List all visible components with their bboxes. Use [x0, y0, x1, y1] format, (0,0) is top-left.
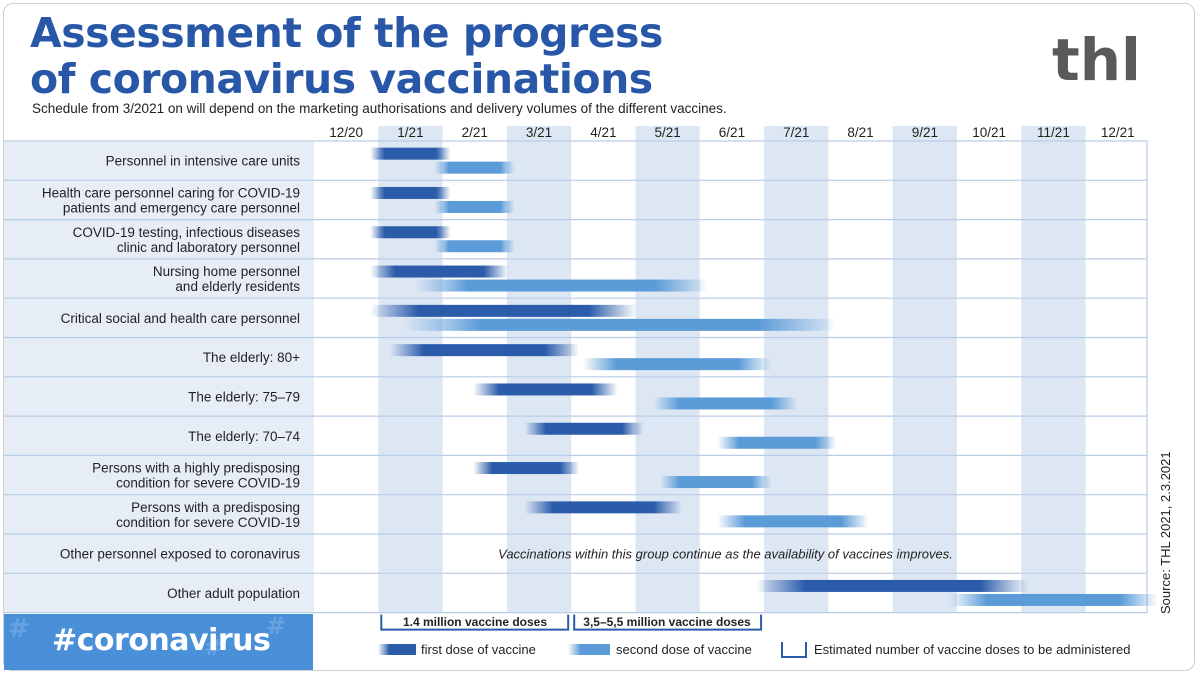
month-band-9-21 [892, 126, 957, 613]
row-label: Nursing home personnel [153, 264, 300, 279]
first-dose-bar [389, 344, 580, 357]
first-dose-bar [370, 304, 638, 317]
thl-logo: thl [1052, 28, 1141, 88]
first-dose-bar [524, 501, 683, 514]
source-note: Source: THL 2021, 2.3.2021 [1158, 451, 1173, 614]
legend-bracket-icon [781, 642, 807, 658]
title-line-1: Assessment of the progress [30, 9, 663, 57]
month-band-3-21 [506, 126, 572, 613]
first-dose-bar [370, 147, 451, 160]
second-dose-bar [582, 358, 773, 371]
page-title: Assessment of the progress of coronaviru… [30, 10, 663, 102]
title-line-2: of coronavirus vaccinations [30, 55, 653, 103]
month-label-12-21: 12/21 [1101, 125, 1135, 140]
legend-second-dose-label: second dose of vaccine [616, 642, 752, 657]
row-label: The elderly: 75–79 [188, 389, 300, 404]
legend-first-dose-swatch [378, 644, 416, 655]
second-dose-bar [717, 515, 869, 528]
legend-second-dose-swatch [568, 644, 610, 655]
decor-hash-icon: # [204, 636, 223, 661]
row-label: condition for severe COVID-19 [116, 515, 300, 530]
row-label: The elderly: 70–74 [188, 429, 300, 444]
month-label-5-21: 5/21 [655, 125, 681, 140]
month-label-11-21: 11/21 [1037, 125, 1070, 140]
row-label: condition for severe COVID-19 [116, 476, 300, 491]
second-dose-bar [717, 436, 837, 449]
month-label-3-21: 3/21 [526, 125, 552, 140]
second-dose-bar [415, 279, 708, 292]
row-label: clinic and laboratory personnel [117, 240, 300, 255]
legend-estimate-label: Estimated number of vaccine doses to be … [814, 642, 1131, 657]
row-note: Vaccinations within this group continue … [498, 547, 953, 562]
decor-hash-icon: # [8, 614, 30, 644]
second-dose-bar [402, 318, 837, 331]
row-label: The elderly: 80+ [203, 350, 300, 365]
month-label-9-21: 9/21 [912, 125, 938, 140]
dose-bracket-2 [573, 614, 763, 631]
month-label-12-20: 12/20 [329, 125, 363, 140]
month-band-7-21 [764, 126, 829, 613]
month-label-8-21: 8/21 [847, 125, 873, 140]
second-dose-bar [659, 476, 773, 489]
month-label-6-21: 6/21 [719, 125, 745, 140]
hashtag-banner: # # # #coronavirus [4, 614, 313, 670]
month-label-10-21: 10/21 [972, 125, 1006, 140]
row-label: Persons with a highly predisposing [92, 461, 300, 476]
row-label: COVID-19 testing, infectious diseases [73, 225, 301, 240]
month-label-4-21: 4/21 [590, 125, 616, 140]
month-label-7-21: 7/21 [783, 125, 809, 140]
thl-logo-text: thl [1052, 28, 1141, 88]
decor-hash-icon: # [266, 614, 287, 640]
hashtag-text: #coronavirus [52, 623, 271, 658]
month-label-2-21: 2/21 [462, 125, 488, 140]
first-dose-bar [524, 422, 644, 435]
first-dose-bar [370, 186, 451, 199]
row-label: Persons with a predisposing [131, 500, 300, 515]
second-dose-bar [434, 161, 515, 174]
second-dose-bar [434, 240, 515, 253]
dose-bracket-1 [380, 614, 570, 631]
first-dose-bar [473, 462, 580, 475]
dose-bracket-label-1: 1.4 million vaccine doses [402, 615, 548, 629]
legend-first-dose-label: first dose of vaccine [421, 642, 536, 657]
dose-bracket-label-2: 3,5–5,5 million vaccine doses [583, 615, 751, 629]
first-dose-bar [370, 265, 509, 278]
subtitle: Schedule from 3/2021 on will depend on t… [32, 101, 727, 116]
row-label: patients and emergency care personnel [63, 200, 300, 215]
row-label: and elderly residents [175, 279, 300, 294]
month-label-1-21: 1/21 [397, 125, 423, 140]
second-dose-bar [434, 200, 515, 213]
first-dose-bar [756, 579, 1030, 592]
first-dose-bar [473, 383, 618, 396]
month-band-1-21 [378, 126, 443, 613]
row-label: Health care personnel caring for COVID-1… [42, 185, 300, 200]
row-label: Personnel in intensive care units [106, 154, 301, 169]
row-label: Other adult population [167, 586, 300, 601]
row-label: Other personnel exposed to coronavirus [60, 547, 300, 562]
row-label: Critical social and health care personne… [61, 311, 300, 326]
month-band-11-21 [1021, 126, 1086, 613]
second-dose-bar [949, 593, 1158, 606]
first-dose-bar [370, 226, 451, 239]
second-dose-bar [653, 397, 798, 410]
